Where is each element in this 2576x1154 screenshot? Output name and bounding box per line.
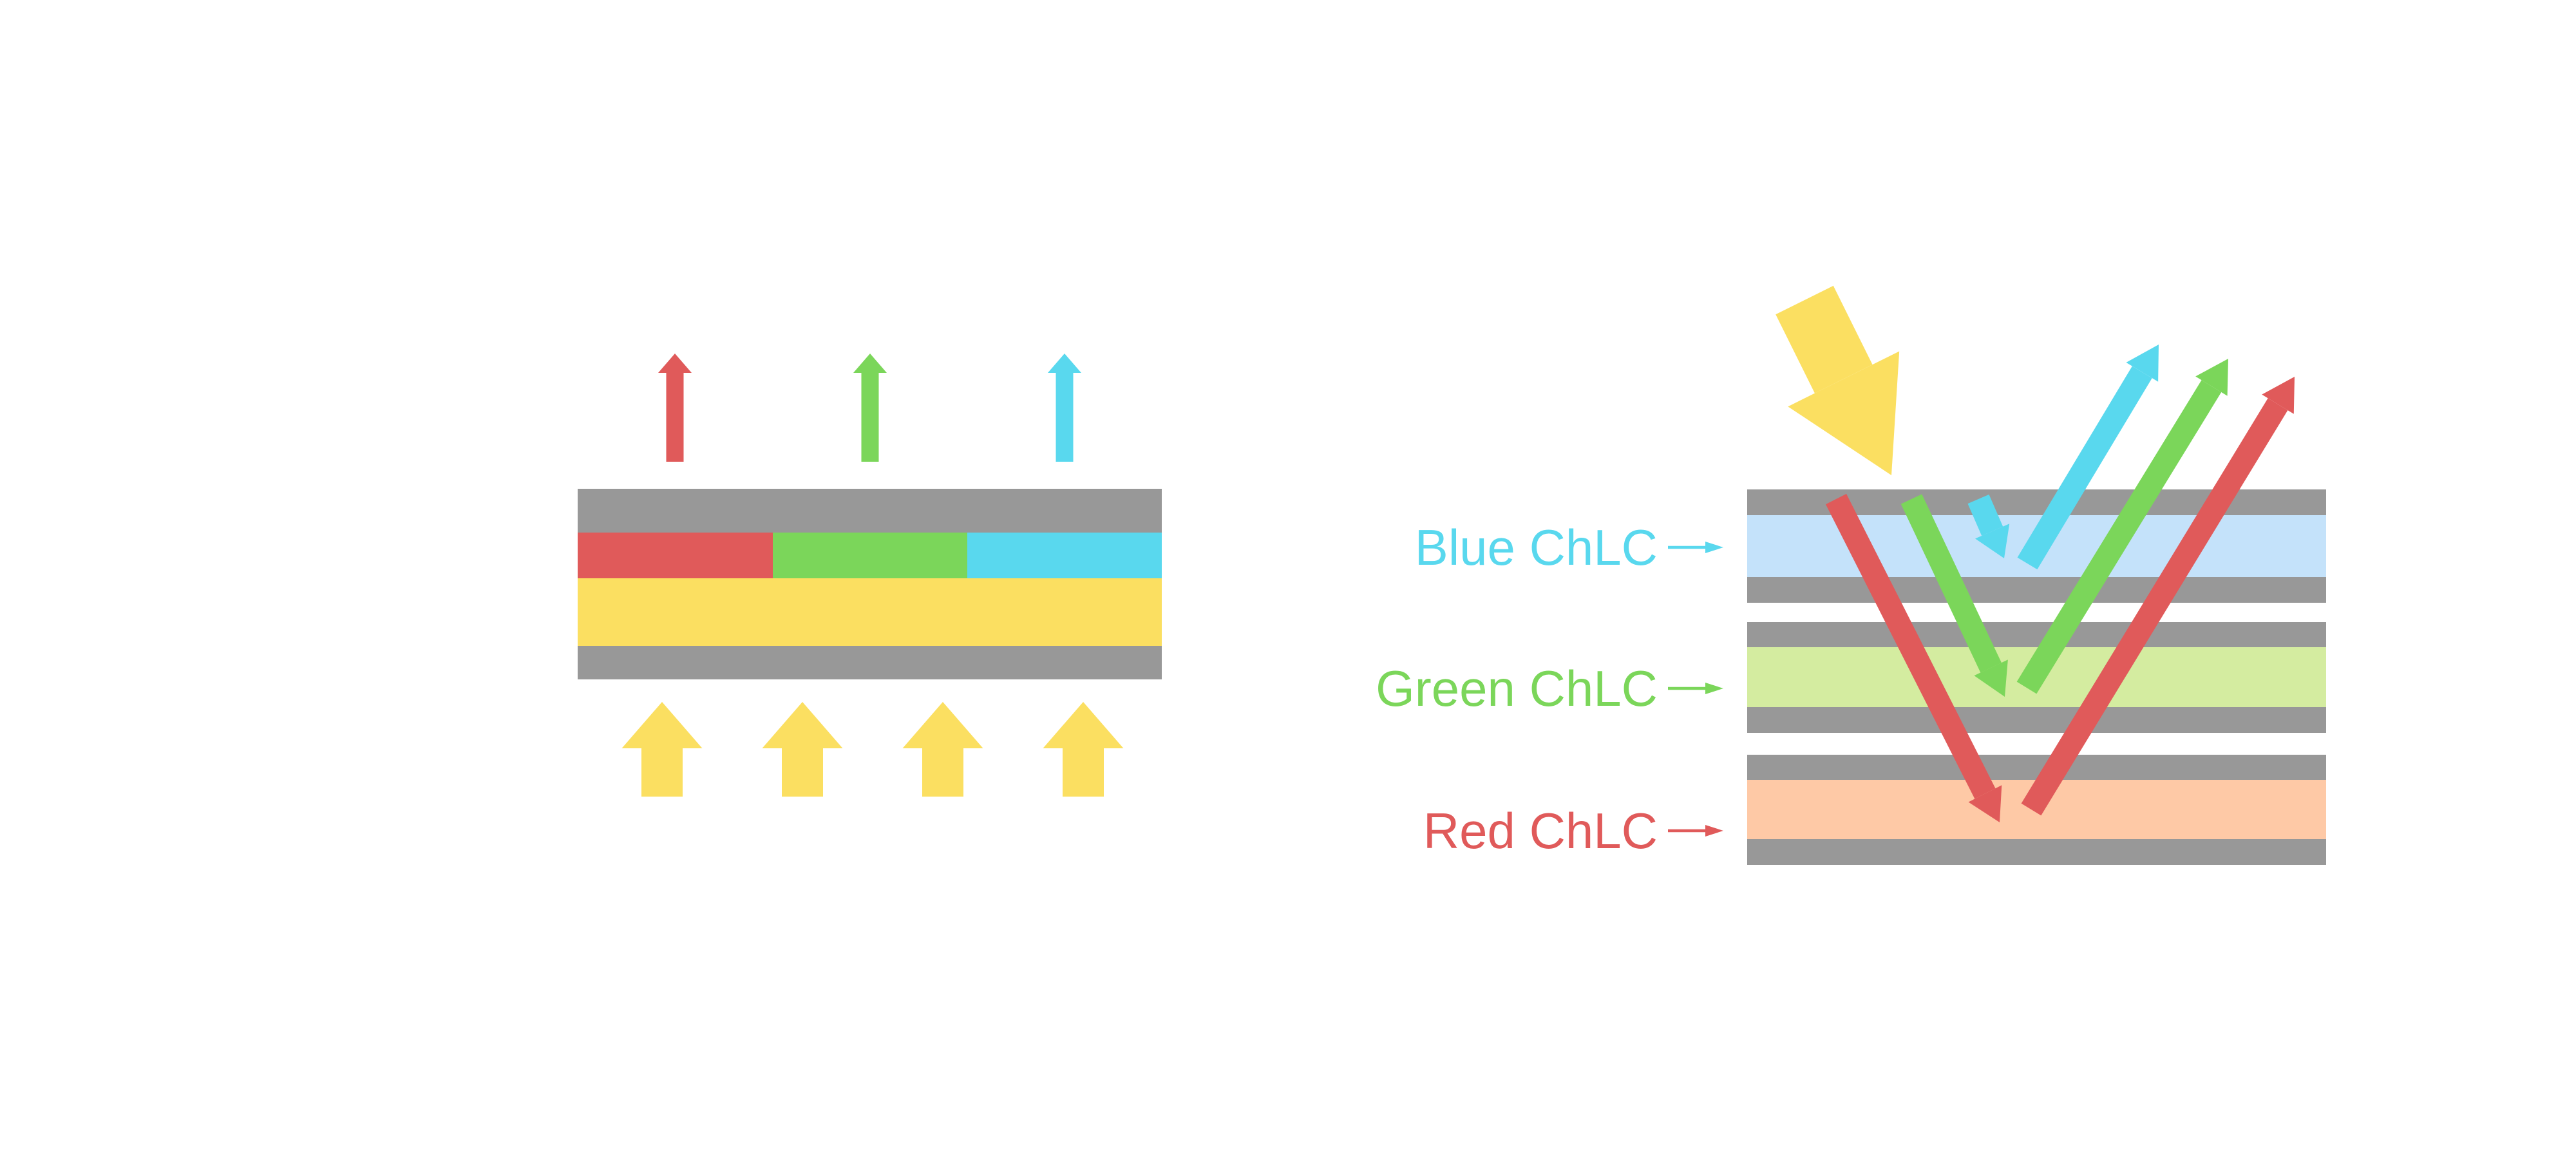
green-panel-top-bar (1747, 622, 2326, 647)
red-chlc-label-pointer-arrow-head (1705, 825, 1723, 837)
right-labels: Blue ChLC Green ChLC Red ChLC (1376, 519, 1723, 859)
red-output-arrow-head (658, 354, 692, 373)
green-ray-up-shaft (2016, 380, 2222, 694)
green-chlc-label-pointer-arrow-head (1705, 683, 1723, 694)
backlight-arrow-2 (762, 702, 843, 797)
cyan-output-arrow (1048, 354, 1081, 462)
incident-white-light-arrow (1776, 285, 1900, 475)
incident-white-light-arrow-head (1788, 351, 1900, 475)
left-diagram (578, 354, 1162, 797)
red-ray-down-head (1968, 785, 2002, 822)
red-ray-down-shaft (1825, 493, 1996, 799)
backlight-arrow-3 (902, 702, 983, 797)
red-filter-segment (578, 533, 773, 578)
right-incident-arrow (1776, 285, 1900, 475)
green-chlc-label: Green ChLC (1376, 660, 1658, 717)
red-chlc-label-pointer-arrow (1668, 825, 1723, 837)
green-ray-up (2016, 359, 2228, 694)
green-filter-segment (773, 533, 967, 578)
left-layer-stack (578, 489, 1162, 679)
cyan-ray-up (2017, 345, 2159, 570)
left-emitted-arrows (658, 354, 1081, 462)
red-output-arrow (658, 354, 692, 462)
cyan-ray-up-head (2126, 345, 2159, 382)
blue-chlc-label-pointer-arrow (1668, 542, 1723, 553)
bottom-substrate-bar (578, 646, 1162, 679)
blue-chlc-label-pointer-arrow-head (1705, 542, 1723, 553)
backlight-arrow-4 (1043, 702, 1124, 797)
green-ray-down-head (1974, 659, 2008, 697)
backlight-arrow-3-head (902, 702, 983, 748)
backlight-arrow-4-head (1043, 702, 1124, 748)
green-output-arrow (853, 354, 887, 462)
cyan-ray-up-shaft (2017, 366, 2152, 570)
red-panel-top-bar (1747, 755, 2326, 780)
green-panel-bottom-bar (1747, 707, 2326, 733)
top-substrate-bar (578, 489, 1162, 533)
incident-white-light-arrow-shaft (1776, 285, 1873, 393)
cyan-ray-down (1967, 494, 2010, 558)
backlight-arrow-1-head (621, 702, 703, 748)
green-output-arrow-head (853, 354, 887, 373)
backlight-arrow-2-head (762, 702, 843, 748)
red-ray-down (1825, 493, 2002, 822)
right-diagram: Blue ChLC Green ChLC Red ChLC (1376, 285, 2326, 865)
cyan-ray-down-head (1975, 524, 2010, 558)
red-ray-up-head (2262, 377, 2295, 414)
blue-panel-bottom-bar (1747, 577, 2326, 603)
cyan-output-arrow-head (1048, 354, 1081, 373)
red-ray-up (2021, 377, 2295, 816)
right-ray-arrows (1825, 345, 2295, 822)
red-chlc-label: Red ChLC (1423, 802, 1658, 859)
green-ray-up-head (2195, 359, 2228, 396)
cyan-ray-down-shaft (1967, 494, 2003, 536)
backlight-arrow-1 (621, 702, 703, 797)
left-backlight-arrows (621, 702, 1124, 797)
green-ray-down (1900, 494, 2008, 697)
cyan-filter-segment (967, 533, 1162, 578)
red-panel-bottom-bar (1747, 839, 2326, 865)
backlight-layer (578, 578, 1162, 646)
green-chlc-label-pointer-arrow (1668, 683, 1723, 694)
green-ray-down-shaft (1900, 494, 2002, 673)
red-ray-up-shaft (2021, 398, 2288, 816)
blue-chlc-label: Blue ChLC (1415, 519, 1658, 576)
